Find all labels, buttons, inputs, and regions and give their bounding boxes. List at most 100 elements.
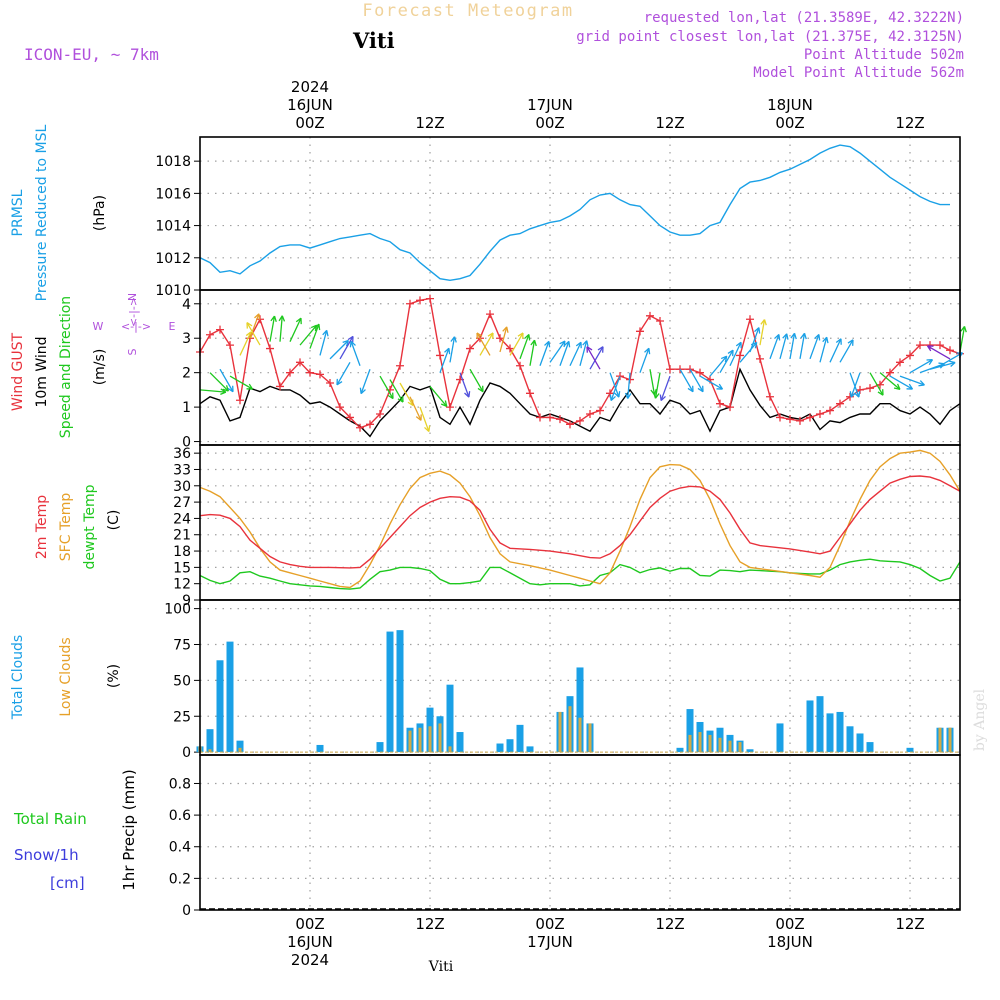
compass-label: N <box>126 293 139 301</box>
wind-direction-arrow <box>879 372 901 391</box>
wind-direction-arrow <box>459 372 471 398</box>
wind-direction-arrow <box>246 322 261 346</box>
wind-direction-arrow <box>609 375 621 402</box>
low-cloud-bar <box>948 727 952 753</box>
total-cloud-bar <box>216 660 224 753</box>
series-10m-wind <box>199 367 961 438</box>
time-label-bottom: 2024 <box>291 951 329 969</box>
wind-direction-arrow <box>889 375 914 390</box>
wind-direction-arrow <box>449 336 457 363</box>
model-point-altitude: Model Point Altitude 562m <box>753 65 964 81</box>
wind-direction-arrow <box>639 347 651 373</box>
time-label-bottom: 12Z <box>415 915 444 933</box>
location-title: Viti <box>352 28 395 53</box>
gust-marker <box>566 420 574 429</box>
y-tick-label: 1 <box>182 400 191 416</box>
wind-direction-arrow <box>869 372 884 396</box>
gust-marker <box>796 416 804 425</box>
total-cloud-bar <box>836 711 844 753</box>
wind-direction-arrow <box>339 335 354 360</box>
low-cloud-bar <box>738 742 742 753</box>
wind-direction-arrow <box>419 406 431 433</box>
time-label-bottom: 17JUN <box>527 933 573 951</box>
wind-direction-arrow <box>539 340 551 367</box>
gust-marker <box>886 368 894 377</box>
total-cloud-bar <box>496 743 504 753</box>
y-tick-label: 75 <box>173 637 191 653</box>
total-cloud-bar <box>846 726 854 753</box>
wind-direction-arrow <box>379 375 394 400</box>
gust-marker <box>376 410 384 418</box>
point-altitude: Point Altitude 502m <box>804 47 964 63</box>
y-tick-label: 15 <box>173 560 191 576</box>
gust-marker <box>496 334 504 343</box>
time-label-bottom: 12Z <box>655 915 684 933</box>
panel-frame <box>199 136 961 291</box>
gust-marker <box>306 368 314 377</box>
axis-label: 1hr Precip (mm) <box>120 769 138 890</box>
y-tick-label: 9 <box>182 593 191 609</box>
low-cloud-bar <box>428 726 432 753</box>
precip-label: Snow/1h <box>14 846 79 864</box>
axis-label: Low Clouds <box>58 637 74 716</box>
y-tick-label: 0.2 <box>169 871 191 887</box>
gust-marker <box>396 361 404 370</box>
gust-marker <box>766 392 774 401</box>
wind-direction-arrow <box>709 355 728 377</box>
axis-label: 10m Wind <box>34 336 50 407</box>
gust-marker <box>676 365 684 374</box>
wind-direction-arrow <box>719 349 734 373</box>
wind-direction-arrow <box>429 386 448 407</box>
wind-direction-arrow <box>929 360 956 370</box>
low-cloud-bar <box>568 706 572 753</box>
gust-marker <box>416 296 424 305</box>
y-tick-label: 3 <box>182 331 191 347</box>
wind-panel: 0 1 2 3 4 <box>182 289 967 451</box>
axis-label: (C) <box>106 510 122 531</box>
time-label-top: 00Z <box>295 114 324 132</box>
total-cloud-bar <box>316 744 324 753</box>
total-cloud-bar <box>516 724 524 753</box>
total-cloud-bar <box>236 740 244 753</box>
time-label-bottom: 12Z <box>895 915 924 933</box>
y-tick-label: 0 <box>182 903 191 919</box>
series-2m-temp <box>199 475 961 569</box>
panel-labels: PRMSL Pressure Reduced to MSL (hPa) Wind GU… <box>10 124 176 892</box>
gust-marker <box>346 413 354 422</box>
axis-label: Speed and Direction <box>58 296 74 438</box>
y-tick-label: 25 <box>173 709 191 725</box>
gust-marker <box>906 351 914 360</box>
compass-label: <-|-> <box>121 320 151 333</box>
wind-direction-arrow <box>219 368 234 393</box>
gust-marker <box>466 344 474 353</box>
wind-direction-arrow <box>819 336 829 363</box>
precip-panel: 0 0.2 0.4 0.6 0.8 <box>169 754 961 919</box>
wind-direction-arrow <box>789 332 797 360</box>
gust-marker <box>506 344 514 353</box>
gust-marker <box>556 415 564 424</box>
low-cloud-bar <box>708 734 712 753</box>
total-cloud-bar <box>806 700 814 753</box>
panel-frame <box>199 754 961 911</box>
gust-marker <box>266 344 274 353</box>
gust-marker <box>666 365 674 374</box>
total-cloud-bar <box>526 746 534 753</box>
low-cloud-bar <box>698 732 702 753</box>
wind-direction-arrow <box>309 323 321 349</box>
y-tick-label: 0 <box>182 435 191 451</box>
requested-lonlat: requested lon,lat (21.3589E, 42.3222N) <box>644 10 964 26</box>
wind-direction-arrow <box>769 333 781 360</box>
wind-direction-arrow <box>659 375 671 402</box>
gust-marker <box>216 325 224 334</box>
y-tick-label: 4 <box>182 297 191 313</box>
pressure-panel: 1010 1012 1014 1016 1018 <box>155 136 961 299</box>
gust-marker <box>646 311 654 320</box>
gust-marker <box>866 384 874 393</box>
y-tick-label: 100 <box>164 602 191 618</box>
gust-marker <box>436 351 444 360</box>
gust-marker <box>286 368 294 377</box>
total-cloud-bar <box>776 723 784 753</box>
